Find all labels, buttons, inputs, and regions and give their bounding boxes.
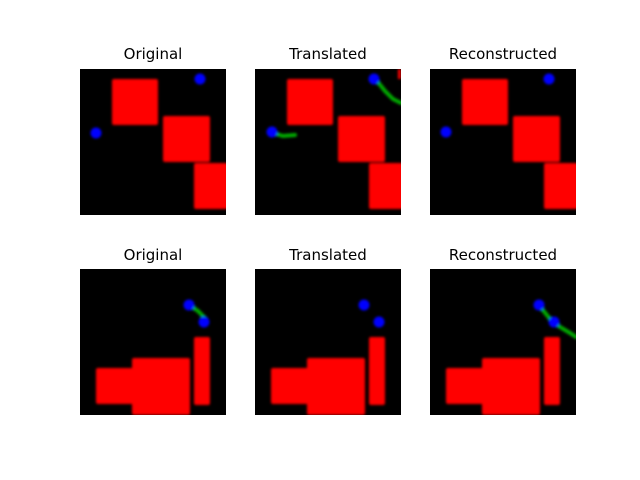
red-block <box>307 358 365 415</box>
red-block <box>513 116 560 162</box>
red-block <box>544 163 576 209</box>
red-block <box>544 337 560 405</box>
panel-original-row1 <box>80 69 226 215</box>
panel-title-original: Original <box>123 246 183 264</box>
panel-title-original: Original <box>123 45 183 63</box>
green-trail <box>540 307 576 339</box>
red-block <box>398 69 401 79</box>
blue-dot <box>266 126 278 138</box>
panel-original-row2 <box>80 269 226 415</box>
scene-image <box>80 269 226 415</box>
panel-translated-row1 <box>255 69 401 215</box>
panel-title-reconstructed: Reconstructed <box>448 45 558 63</box>
red-block <box>132 358 190 415</box>
scene-image <box>430 69 576 215</box>
blue-dot <box>373 316 385 328</box>
red-block <box>462 79 508 125</box>
panel-translated-row2 <box>255 269 401 415</box>
scene-image <box>80 69 226 215</box>
blue-dot <box>368 73 380 85</box>
red-block <box>194 337 210 405</box>
panel-title-reconstructed: Reconstructed <box>448 246 558 264</box>
blue-dot <box>194 73 206 85</box>
scene-image <box>255 69 401 215</box>
blue-dot <box>440 126 452 138</box>
scene-image <box>430 269 576 415</box>
panel-reconstructed-row2 <box>430 269 576 415</box>
red-block <box>369 163 401 209</box>
blue-dot <box>183 299 195 311</box>
panel-reconstructed-row1 <box>430 69 576 215</box>
red-block <box>482 358 540 415</box>
red-block <box>112 79 158 125</box>
blue-dot <box>358 299 370 311</box>
red-block <box>96 368 140 404</box>
red-block <box>446 368 490 404</box>
red-block <box>271 368 315 404</box>
blue-dot <box>548 316 560 328</box>
panel-title-translated: Translated <box>289 45 367 63</box>
red-block <box>287 79 333 125</box>
scene-image <box>255 269 401 415</box>
blue-dot <box>90 127 102 139</box>
blue-dot <box>533 299 545 311</box>
red-block <box>338 116 385 162</box>
red-block <box>163 116 210 162</box>
blue-dot <box>543 73 555 85</box>
red-block <box>369 337 385 405</box>
green-trail <box>375 79 401 105</box>
panel-title-translated: Translated <box>289 246 367 264</box>
red-block <box>194 163 226 209</box>
blue-dot <box>198 316 210 328</box>
